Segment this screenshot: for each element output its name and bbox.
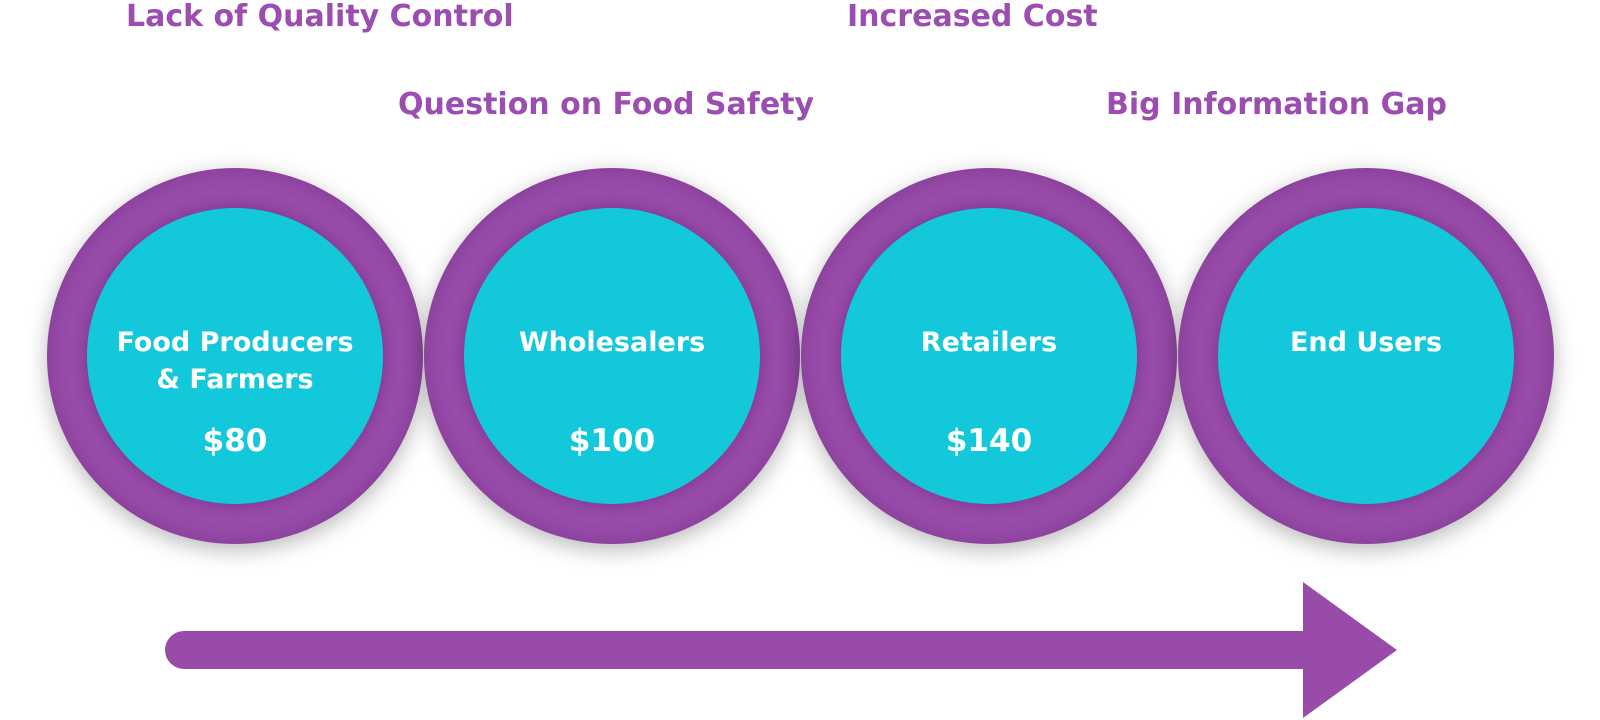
stage-label: Food Producers & Farmers	[116, 327, 354, 395]
stage-price: $80	[202, 423, 268, 459]
stage-retailers: Retailers $140	[801, 168, 1177, 544]
stage-inner-circle: Wholesalers $100	[464, 208, 760, 504]
stage-inner-circle: End Users	[1218, 208, 1514, 504]
issue-increased-cost: Increased Cost	[847, 0, 1098, 34]
arrow-head	[1303, 582, 1397, 718]
stage-wholesalers: Wholesalers $100	[424, 168, 800, 544]
stage-label: End Users	[1289, 327, 1443, 358]
issue-lack-of-quality-control: Lack of Quality Control	[126, 0, 514, 34]
stage-label: Retailers	[920, 327, 1058, 358]
stage-label: Wholesalers	[518, 327, 706, 358]
stage-food-producers: Food Producers & Farmers $80	[47, 168, 423, 544]
stage-inner-circle: Retailers $140	[841, 208, 1137, 504]
stage-price: $140	[945, 423, 1033, 459]
stage-end-users: End Users	[1178, 168, 1554, 544]
stage-price: $100	[568, 423, 656, 459]
issue-information-gap: Big Information Gap	[1106, 87, 1447, 122]
issue-food-safety: Question on Food Safety	[398, 87, 815, 122]
stage-inner-circle: Food Producers & Farmers $80	[87, 208, 383, 504]
